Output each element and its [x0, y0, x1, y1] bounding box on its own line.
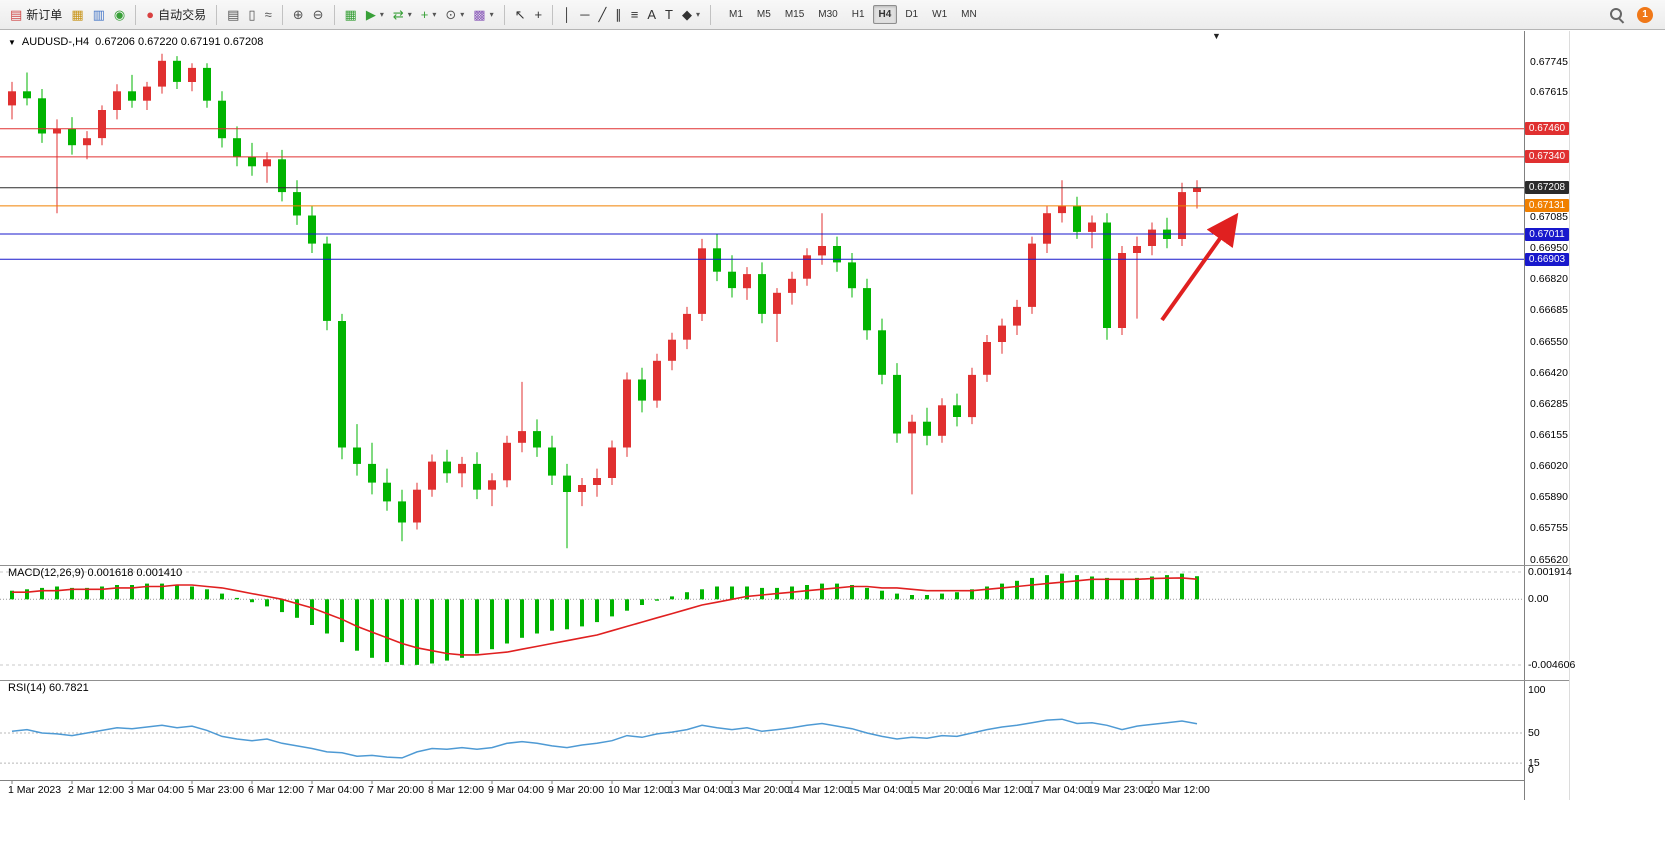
cursor-icon: ↖ — [514, 7, 526, 22]
horizontal-line-icon: ─ — [580, 7, 590, 22]
clock-icon: ⊙ — [445, 7, 457, 22]
tile-windows-icon: ▦ — [344, 7, 357, 22]
line-chart-button[interactable]: ≈ — [261, 3, 276, 27]
timeframe-m30[interactable]: M30 — [818, 9, 838, 20]
panel-splitter-macd[interactable] — [0, 565, 1569, 566]
time-axis[interactable] — [0, 780, 1524, 801]
autotrading-button[interactable]: ● 自动交易 — [142, 3, 210, 27]
toolbar-separator — [281, 4, 283, 25]
caret-down-icon: ▾ — [407, 10, 412, 19]
scroll-end-marker-icon[interactable]: ▼ — [1212, 31, 1221, 41]
channel-icon: ∥ — [615, 7, 622, 22]
caret-down-icon: ▾ — [432, 10, 437, 19]
periods-button[interactable]: ⊙ ▾ — [441, 3, 468, 27]
candles-layer — [8, 53, 1201, 549]
price-axis[interactable] — [1524, 31, 1569, 780]
indicators-button[interactable]: + ▾ — [417, 3, 441, 27]
add-indicator-icon: + — [420, 7, 429, 22]
bar-chart-icon: ▤ — [227, 7, 240, 22]
fibonacci-icon: ≡ — [630, 7, 639, 22]
toolbar-items: ▤ 新订单 ▦ ▥ ◉ ● 自动交易 ▤ ▯ ≈ ⊕ ⊖ ▦ ▶ ▾ ⇄ ▾ + ▾ ⊙ ▾ ▩ ▾ ↖ + │ ─ ╱ ∥ ≡ A T ◆ ▾ — [6, 3, 716, 27]
timeframe-group: M1 M5 M15 M30 H1 H4 D1 W1 MN — [722, 5, 984, 24]
panel-splitter-rsi[interactable] — [0, 680, 1569, 681]
zoom-out-button[interactable]: ⊖ — [309, 3, 328, 27]
market-watch-button[interactable]: ▦ — [67, 3, 87, 27]
timeframe-mn[interactable]: MN — [961, 9, 977, 20]
timeframe-m1[interactable]: M1 — [729, 9, 743, 20]
macd-histogram — [10, 573, 1199, 665]
toolbar-separator — [552, 4, 554, 25]
zoom-in-icon: ⊕ — [292, 7, 304, 22]
caret-down-icon: ▾ — [460, 10, 465, 19]
vertical-line-icon: │ — [563, 7, 572, 22]
caret-down-icon: ▾ — [489, 10, 494, 19]
templates-button[interactable]: ▩ ▾ — [469, 3, 497, 27]
trendline-button[interactable]: ╱ — [594, 3, 610, 27]
horizontal-line-button[interactable]: ─ — [576, 3, 593, 27]
toolbar-separator — [216, 4, 218, 25]
candlestick-icon: ▯ — [248, 7, 256, 22]
terminal-icon: ◉ — [113, 7, 126, 22]
crosshair-icon: + — [534, 7, 543, 22]
crosshair-button[interactable]: + — [531, 3, 547, 27]
autotrading-icon: ● — [146, 7, 155, 22]
auto-scroll-icon: ▶ — [365, 7, 376, 22]
trend-arrow-annotation[interactable] — [1160, 212, 1239, 322]
search-button[interactable] — [1607, 5, 1627, 25]
fibonacci-button[interactable]: ≡ — [627, 3, 643, 27]
terminal-button[interactable]: ◉ — [110, 3, 129, 27]
candlestick-chart-button[interactable]: ▯ — [244, 3, 259, 27]
text-button[interactable]: A — [643, 3, 660, 27]
template-icon: ▩ — [473, 7, 486, 22]
caret-down-icon: ▾ — [696, 10, 701, 19]
autotrading-button-label: 自动交易 — [158, 8, 207, 22]
label-button[interactable]: T — [661, 3, 677, 27]
auto-scroll-button[interactable]: ▶ ▾ — [362, 3, 388, 27]
label-icon: T — [665, 7, 673, 22]
new-order-button[interactable]: ▤ 新订单 — [6, 3, 66, 27]
timeframe-d1[interactable]: D1 — [905, 9, 919, 20]
toolbar-separator — [135, 4, 137, 25]
chart-shift-icon: ⇄ — [392, 7, 404, 22]
rsi-line — [11, 718, 1198, 759]
price-lines-layer[interactable] — [0, 128, 1524, 260]
trendline-icon: ╱ — [598, 7, 607, 22]
timeframe-h1[interactable]: H1 — [851, 9, 865, 20]
line-chart-icon: ≈ — [264, 7, 272, 22]
caret-down-icon: ▾ — [379, 10, 384, 19]
macd-signal-line — [12, 577, 1198, 656]
search-icon-handle — [1618, 17, 1625, 24]
timeframe-m15[interactable]: M15 — [784, 9, 805, 20]
timeframe-m5[interactable]: M5 — [756, 9, 771, 20]
data-window-icon: ▥ — [92, 7, 105, 22]
shapes-button[interactable]: ◆ ▾ — [678, 3, 704, 27]
toolbar-separator — [503, 4, 505, 25]
shapes-icon: ◆ — [682, 7, 692, 22]
channel-button[interactable]: ∥ — [611, 3, 626, 27]
cursor-button[interactable]: ↖ — [511, 3, 530, 27]
vertical-line-button[interactable]: │ — [559, 3, 575, 27]
toolbar-separator — [710, 4, 712, 25]
chart-shift-button[interactable]: ⇄ ▾ — [389, 3, 416, 27]
timeframe-h4[interactable]: H4 — [872, 5, 898, 24]
zoom-in-button[interactable]: ⊕ — [289, 3, 308, 27]
timeframe-w1[interactable]: W1 — [932, 9, 948, 20]
notification-badge[interactable]: 1 — [1637, 6, 1653, 23]
market-watch-icon: ▦ — [71, 7, 84, 22]
window-right-border — [1569, 31, 1570, 800]
new-order-button-label: 新订单 — [26, 8, 63, 22]
toolbar-separator — [333, 4, 335, 25]
toolbar-right: 1 — [1607, 5, 1659, 25]
data-window-button[interactable]: ▥ — [89, 3, 109, 27]
zoom-out-icon: ⊖ — [312, 7, 324, 22]
search-icon — [1610, 7, 1622, 20]
toolbar: ▤ 新订单 ▦ ▥ ◉ ● 自动交易 ▤ ▯ ≈ ⊕ ⊖ ▦ ▶ ▾ ⇄ ▾ + ▾ ⊙ ▾ ▩ ▾ ↖ + │ ─ ╱ ∥ ≡ A T ◆ ▾ … — [0, 0, 1665, 30]
bar-chart-button[interactable]: ▤ — [223, 3, 243, 27]
text-icon: A — [647, 7, 657, 22]
new-order-icon: ▤ — [10, 7, 23, 22]
tile-windows-button[interactable]: ▦ — [341, 3, 361, 27]
